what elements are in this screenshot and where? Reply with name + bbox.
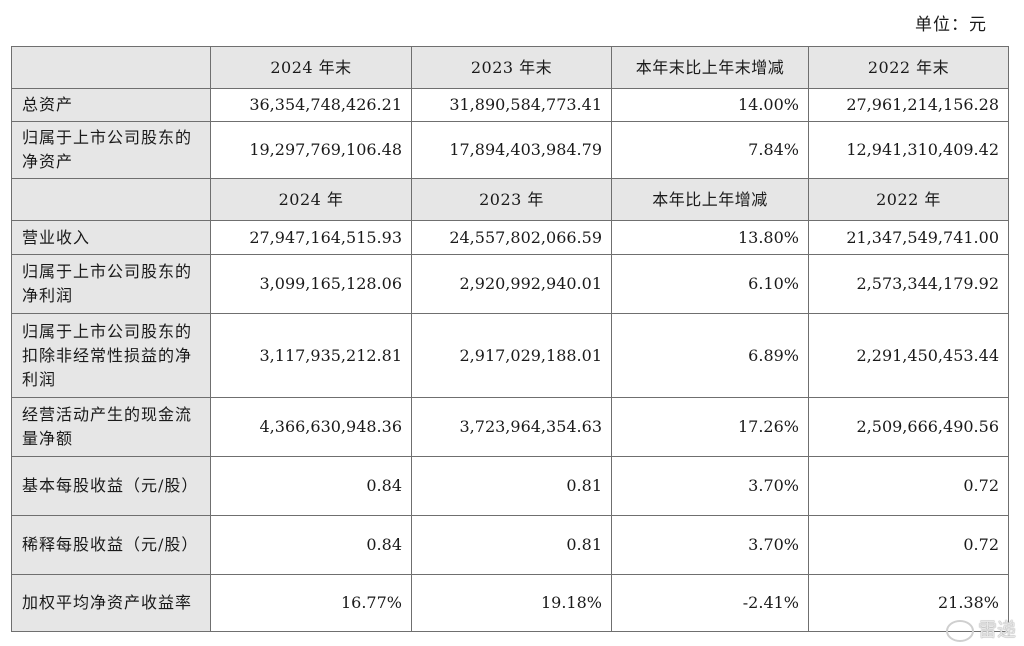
value-cell: 2,917,029,188.01 xyxy=(411,313,612,398)
row-label: 稀释每股收益（元/股） xyxy=(11,515,211,575)
value-cell: 27,947,164,515.93 xyxy=(210,220,412,255)
value-cell: 14.00% xyxy=(611,88,809,122)
header-cell: 2024 年 xyxy=(210,178,412,221)
table-row: 归属于上市公司股东的扣除非经常性损益的净利润 3,117,935,212.81 … xyxy=(11,313,1009,398)
value-cell: 0.72 xyxy=(808,456,1009,516)
header-blank-cell xyxy=(11,46,211,89)
value-cell: 6.89% xyxy=(611,313,809,398)
value-cell: 3,117,935,212.81 xyxy=(210,313,412,398)
header-cell: 本年末比上年末增减 xyxy=(611,46,809,89)
watermark-text: 雷递 xyxy=(977,619,1016,641)
value-cell: 4,366,630,948.36 xyxy=(210,397,412,457)
value-cell: 6.10% xyxy=(611,254,809,314)
row-label: 营业收入 xyxy=(11,220,211,255)
row-label: 基本每股收益（元/股） xyxy=(11,456,211,516)
value-cell: -2.41% xyxy=(611,574,809,632)
value-cell: 21,347,549,741.00 xyxy=(808,220,1009,255)
header-cell: 2024 年末 xyxy=(210,46,412,89)
value-cell: 24,557,802,066.59 xyxy=(411,220,612,255)
value-cell: 2,291,450,453.44 xyxy=(808,313,1009,398)
header-cell: 2023 年 xyxy=(411,178,612,221)
row-label: 加权平均净资产收益率 xyxy=(11,574,211,632)
watermark: 雷递 xyxy=(945,615,1016,642)
header-cell: 本年比上年增减 xyxy=(611,178,809,221)
header-cell: 2022 年末 xyxy=(808,46,1009,89)
value-cell: 3,723,964,354.63 xyxy=(411,397,612,457)
value-cell: 27,961,214,156.28 xyxy=(808,88,1009,122)
value-cell: 0.84 xyxy=(210,456,412,516)
value-cell: 12,941,310,409.42 xyxy=(808,121,1009,179)
value-cell: 19,297,769,106.48 xyxy=(210,121,412,179)
value-cell: 3.70% xyxy=(611,515,809,575)
row-label: 归属于上市公司股东的净资产 xyxy=(11,121,211,179)
table-row: 归属于上市公司股东的净资产 19,297,769,106.48 17,894,4… xyxy=(11,121,1009,179)
header-cell: 2023 年末 xyxy=(411,46,612,89)
value-cell: 16.77% xyxy=(210,574,412,632)
row-label: 经营活动产生的现金流量净额 xyxy=(11,397,211,457)
value-cell: 2,573,344,179.92 xyxy=(808,254,1009,314)
header-cell: 2022 年 xyxy=(808,178,1009,221)
value-cell: 17,894,403,984.79 xyxy=(411,121,612,179)
financial-data-table: 2024 年末 2023 年末 本年末比上年末增减 2022 年末 总资产 36… xyxy=(11,46,1009,632)
row-label: 归属于上市公司股东的扣除非经常性损益的净利润 xyxy=(11,313,211,398)
table-row: 归属于上市公司股东的净利润 3,099,165,128.06 2,920,992… xyxy=(11,254,1009,314)
value-cell: 0.84 xyxy=(210,515,412,575)
row-label: 归属于上市公司股东的净利润 xyxy=(11,254,211,314)
header-blank-cell xyxy=(11,178,211,221)
value-cell: 21.38% xyxy=(808,574,1009,632)
table-header-row: 2024 年 2023 年 本年比上年增减 2022 年 xyxy=(11,178,1009,221)
value-cell: 0.72 xyxy=(808,515,1009,575)
value-cell: 3.70% xyxy=(611,456,809,516)
table-row: 营业收入 27,947,164,515.93 24,557,802,066.59… xyxy=(11,220,1009,255)
value-cell: 7.84% xyxy=(611,121,809,179)
table-row: 基本每股收益（元/股） 0.84 0.81 3.70% 0.72 xyxy=(11,456,1009,516)
value-cell: 31,890,584,773.41 xyxy=(411,88,612,122)
value-cell: 36,354,748,426.21 xyxy=(210,88,412,122)
value-cell: 13.80% xyxy=(611,220,809,255)
value-cell: 0.81 xyxy=(411,515,612,575)
table-header-row: 2024 年末 2023 年末 本年末比上年末增减 2022 年末 xyxy=(11,46,1009,89)
table-row: 加权平均净资产收益率 16.77% 19.18% -2.41% 21.38% xyxy=(11,574,1009,632)
row-label: 总资产 xyxy=(11,88,211,122)
value-cell: 0.81 xyxy=(411,456,612,516)
value-cell: 2,509,666,490.56 xyxy=(808,397,1009,457)
weibo-logo-icon xyxy=(945,619,974,642)
table-row: 经营活动产生的现金流量净额 4,366,630,948.36 3,723,964… xyxy=(11,397,1009,457)
table-row: 稀释每股收益（元/股） 0.84 0.81 3.70% 0.72 xyxy=(11,515,1009,575)
value-cell: 17.26% xyxy=(611,397,809,457)
value-cell: 2,920,992,940.01 xyxy=(411,254,612,314)
unit-label: 单位：元 xyxy=(915,15,987,35)
value-cell: 19.18% xyxy=(411,574,612,632)
value-cell: 3,099,165,128.06 xyxy=(210,254,412,314)
table-row: 总资产 36,354,748,426.21 31,890,584,773.41 … xyxy=(11,88,1009,122)
